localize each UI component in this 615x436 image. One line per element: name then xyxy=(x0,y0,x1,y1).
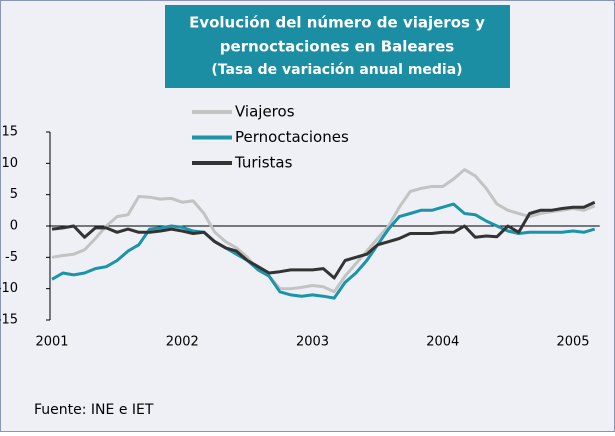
y-tick-label: 0 xyxy=(10,219,18,234)
x-tick-label: 2001 xyxy=(35,335,68,350)
chart-subtitle: (Tasa de variación anual media) xyxy=(211,62,462,78)
x-tick-label: 2004 xyxy=(426,335,459,350)
series-line xyxy=(51,168,596,294)
y-tick-label: 15 xyxy=(1,125,18,140)
chart-title: pernoctaciones en Baleares xyxy=(220,38,454,56)
y-tick-label: 5 xyxy=(10,187,18,202)
y-tick-label: 10 xyxy=(1,156,18,171)
title-box xyxy=(165,5,510,88)
y-tick-label: -15 xyxy=(0,313,18,328)
legend-label: Turistas xyxy=(234,154,293,172)
y-tick-label: -10 xyxy=(0,281,18,296)
legend-label: Pernoctaciones xyxy=(235,128,349,146)
legend-label: Viajeros xyxy=(235,103,295,121)
x-tick-label: 2005 xyxy=(556,335,589,350)
x-tick-label: 2003 xyxy=(296,335,329,350)
chart-title: Evolución del número de viajeros y xyxy=(189,14,485,32)
series-line xyxy=(51,200,596,280)
source-note: Fuente: INE e IET xyxy=(34,402,154,418)
y-tick-label: -5 xyxy=(5,250,18,265)
x-tick-label: 2002 xyxy=(166,335,199,350)
